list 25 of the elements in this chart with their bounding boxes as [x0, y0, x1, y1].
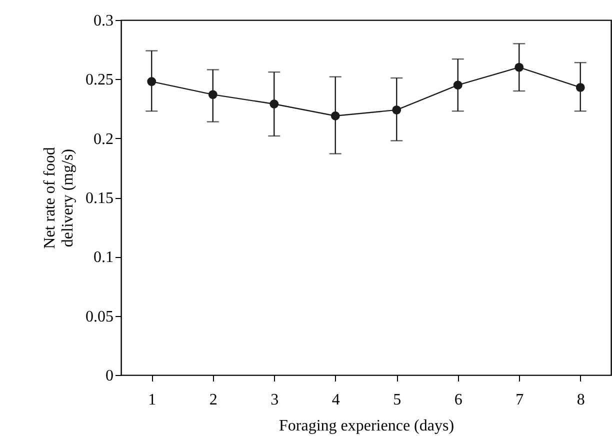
x-tick-label: 8	[576, 392, 585, 408]
point	[147, 77, 156, 86]
y-tick-label: 0.25	[86, 72, 114, 89]
x-tick-label: 4	[332, 392, 340, 408]
point	[576, 82, 585, 92]
x-axis-title: Foraging experience (days)	[278, 418, 454, 434]
point	[392, 105, 402, 114]
point	[208, 90, 218, 100]
x-tick-label: 7	[516, 392, 524, 408]
x-tick-label: 2	[209, 392, 218, 408]
point	[270, 100, 279, 108]
y-tick-label: 0.1	[94, 249, 114, 266]
point	[330, 111, 340, 120]
point	[453, 80, 462, 90]
y-tick-label: 0	[106, 368, 114, 384]
point	[514, 62, 524, 72]
x-tick-label: 3	[270, 392, 279, 408]
y-axis-title: Net rate of food delivery (mg/s)	[42, 147, 76, 249]
y-tick-label: 0.15	[86, 190, 114, 207]
y-tick-label: 0.2	[94, 130, 114, 148]
x-tick-label: 1	[148, 392, 156, 408]
x-tick-label: 5	[393, 392, 402, 408]
y-tick-label: 0.05	[86, 308, 114, 326]
x-tick-label: 6	[454, 392, 462, 408]
y-tick-label: 0.3	[94, 12, 114, 30]
